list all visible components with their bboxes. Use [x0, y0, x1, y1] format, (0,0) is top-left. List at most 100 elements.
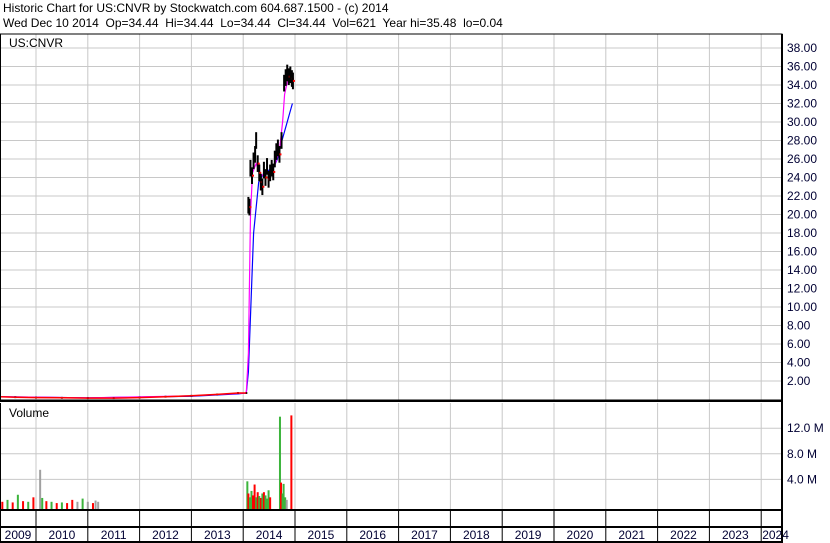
chart-frame: [0, 33, 783, 543]
quote-summary: Wed Dec 10 2014 Op=34.44 Hi=34.44 Lo=34.…: [3, 16, 503, 30]
volume-bar: [284, 497, 287, 510]
volume-bar: [6, 499, 9, 510]
price-close-tick: [262, 185, 265, 188]
price-close-tick: [249, 206, 252, 209]
volume-bar: [266, 498, 269, 510]
price-tick-label: 26.00: [787, 152, 817, 166]
volume-bar: [71, 499, 74, 510]
x-tick-label: 2017: [411, 528, 438, 542]
volume-bar: [11, 502, 14, 510]
volume-bar: [248, 497, 251, 510]
volume-bars: [0, 415, 293, 510]
volume-tick-label: 4.0 M: [787, 472, 817, 486]
price-tick-label: 28.00: [787, 134, 817, 148]
volume-bar: [282, 483, 285, 510]
price-series: [0, 64, 295, 400]
volume-bar: [22, 501, 25, 510]
symbol-label: US:CNVR: [9, 36, 63, 50]
x-tick-label: 2020: [567, 528, 594, 542]
volume-bar: [261, 493, 264, 510]
price-tick-label: 36.00: [787, 60, 817, 74]
price-tick-label: 14.00: [787, 263, 817, 277]
volume-bar: [259, 497, 262, 510]
volume-bar: [39, 469, 42, 510]
volume-bar: [262, 492, 265, 510]
x-tick-label: 2011: [101, 528, 127, 542]
price-tick-label: 10.00: [787, 300, 817, 314]
volume-bar: [269, 497, 272, 510]
price-close-tick: [273, 170, 276, 173]
volume-bar: [66, 503, 69, 510]
axis-labels: 2009 2010 2011 2012 2013 2014 2015 2016 2017 2018…: [5, 41, 824, 542]
volume-bar: [258, 496, 261, 510]
volume-bar: [250, 490, 253, 510]
x-tick-label: 2018: [463, 528, 490, 542]
price-tick-label: 6.00: [787, 337, 811, 351]
x-tick-label: 2014: [256, 528, 283, 542]
volume-bar: [76, 501, 79, 510]
volume-bar: [285, 499, 288, 510]
volume-bar: [16, 494, 19, 510]
x-tick-label: 2022: [670, 528, 697, 542]
price-tick-label: 20.00: [787, 208, 817, 222]
x-tick-label: 2012: [152, 528, 179, 542]
volume-bar: [97, 501, 100, 510]
early-price-line: [0, 392, 247, 399]
price-tick-label: 12.00: [787, 282, 817, 296]
volume-bar: [32, 497, 35, 510]
price-close-tick: [257, 162, 260, 165]
volume-bar: [290, 415, 293, 510]
volume-bar: [253, 484, 256, 510]
x-tick-label: 2019: [515, 528, 542, 542]
volume-bar: [55, 503, 58, 510]
volume-bar: [256, 492, 259, 510]
volume-bar: [81, 498, 84, 510]
x-tick-label: 2009: [5, 528, 32, 542]
x-tick-label: 2023: [722, 528, 749, 542]
volume-bar: [60, 502, 63, 510]
price-close-tick: [259, 171, 262, 174]
x-tick-label: 2013: [204, 528, 231, 542]
grid: [0, 34, 782, 510]
short-moving-average-line: [0, 77, 294, 399]
price-tick-label: 34.00: [787, 78, 817, 92]
volume-bar: [280, 482, 283, 510]
price-tick-label: 16.00: [787, 245, 817, 259]
price-tick-label: 4.00: [787, 356, 811, 370]
chart-title: Historic Chart for US:CNVR by Stockwatch…: [3, 1, 389, 15]
price-tick-label: 24.00: [787, 171, 817, 185]
volume-tick-label: 12.0 M: [787, 421, 824, 435]
volume-bar: [264, 495, 267, 510]
price-close-tick: [265, 176, 268, 179]
price-tick-label: 18.00: [787, 226, 817, 240]
volume-bar: [281, 493, 284, 510]
volume-bar: [1, 501, 4, 510]
volume-bar: [41, 497, 44, 510]
price-tick-label: 22.00: [787, 189, 817, 203]
volume-bar: [45, 501, 48, 510]
volume-bar: [27, 501, 30, 510]
price-tick-label: 32.00: [787, 97, 817, 111]
price-tick-label: 30.00: [787, 115, 817, 129]
price-close-tick: [279, 153, 282, 156]
volume-bar: [278, 416, 281, 510]
x-tick-label: 2024: [762, 528, 789, 542]
volume-bar: [267, 490, 270, 510]
price-tick-label: 38.00: [787, 41, 817, 55]
volume-bar: [91, 503, 94, 510]
price-tick-label: 8.00: [787, 319, 811, 333]
price-close-tick: [252, 174, 255, 177]
volume-bar: [50, 501, 53, 510]
volume-tick-label: 8.0 M: [787, 447, 817, 461]
price-tick-label: 2.00: [787, 374, 811, 388]
price-panel-border: [0, 33, 783, 401]
volume-bar: [86, 501, 89, 510]
x-tick-label: 2015: [308, 528, 335, 542]
volume-bar: [255, 497, 258, 510]
volume-bar: [94, 500, 97, 510]
volume-bar: [246, 481, 249, 510]
price-close-tick: [292, 79, 295, 82]
volume-bar: [247, 493, 250, 510]
